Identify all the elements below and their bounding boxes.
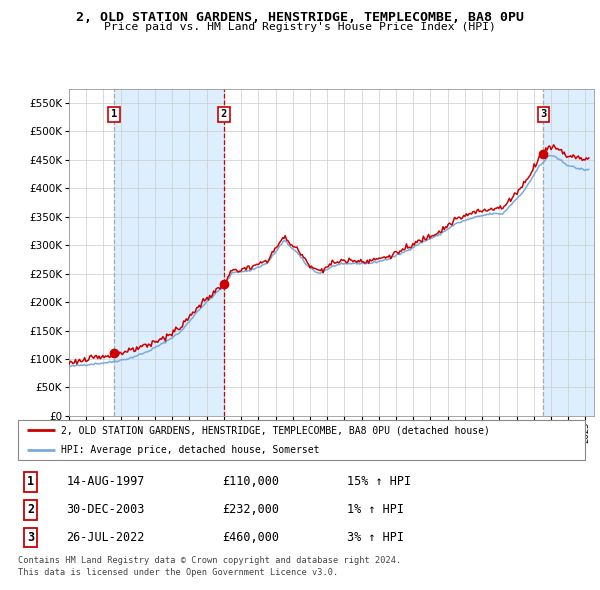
Text: 15% ↑ HPI: 15% ↑ HPI (347, 476, 411, 489)
Text: HPI: Average price, detached house, Somerset: HPI: Average price, detached house, Some… (61, 445, 319, 455)
Text: 1% ↑ HPI: 1% ↑ HPI (347, 503, 404, 516)
Text: 30-DEC-2003: 30-DEC-2003 (66, 503, 145, 516)
Text: 2: 2 (221, 109, 227, 119)
Text: Contains HM Land Registry data © Crown copyright and database right 2024.: Contains HM Land Registry data © Crown c… (18, 556, 401, 565)
Text: £232,000: £232,000 (222, 503, 279, 516)
Text: 26-JUL-2022: 26-JUL-2022 (66, 531, 145, 544)
Text: 1: 1 (27, 476, 34, 489)
Text: 2: 2 (27, 503, 34, 516)
Text: Price paid vs. HM Land Registry's House Price Index (HPI): Price paid vs. HM Land Registry's House … (104, 22, 496, 32)
Text: 2, OLD STATION GARDENS, HENSTRIDGE, TEMPLECOMBE, BA8 0PU: 2, OLD STATION GARDENS, HENSTRIDGE, TEMP… (76, 11, 524, 24)
Text: £110,000: £110,000 (222, 476, 279, 489)
Text: 3% ↑ HPI: 3% ↑ HPI (347, 531, 404, 544)
Text: 14-AUG-1997: 14-AUG-1997 (66, 476, 145, 489)
Text: 3: 3 (540, 109, 547, 119)
Text: 2, OLD STATION GARDENS, HENSTRIDGE, TEMPLECOMBE, BA8 0PU (detached house): 2, OLD STATION GARDENS, HENSTRIDGE, TEMP… (61, 425, 490, 435)
Text: 1: 1 (111, 109, 117, 119)
Text: £460,000: £460,000 (222, 531, 279, 544)
Text: This data is licensed under the Open Government Licence v3.0.: This data is licensed under the Open Gov… (18, 568, 338, 576)
Bar (114, 88, 224, 416)
Bar (544, 88, 594, 416)
Text: 3: 3 (27, 531, 34, 544)
FancyBboxPatch shape (18, 420, 585, 460)
